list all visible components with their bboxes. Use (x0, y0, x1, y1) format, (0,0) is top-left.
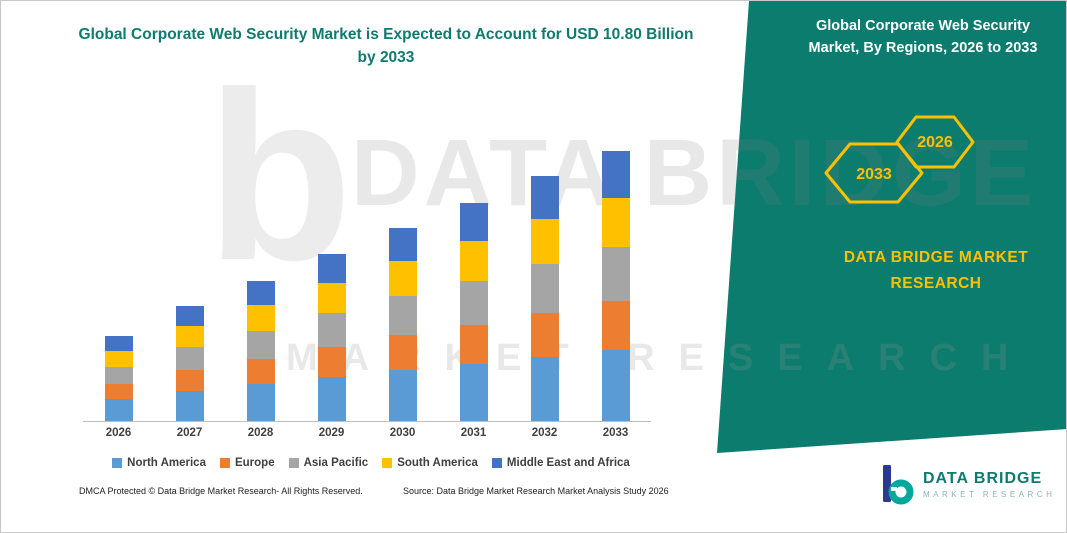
bar-segment-south-america (601, 198, 630, 247)
bar-segment-north-america (388, 370, 417, 421)
x-axis-label-2032: 2032 (531, 427, 558, 439)
bar-segment-south-america (459, 241, 488, 281)
bar-segment-europe (459, 325, 488, 364)
hexagon-badge-2033: 2033 (824, 142, 924, 204)
legend-item-south-america: South America (382, 457, 478, 469)
legend-item-north-america: North America (112, 457, 206, 469)
x-axis-label-2030: 2030 (389, 427, 416, 439)
bar-segment-asia-pacific (530, 264, 559, 313)
bar-segment-middle-east-and-africa (104, 336, 133, 351)
x-axis-line (83, 421, 651, 422)
brand-panel-text: DATA BRIDGE MARKET RESEARCH (796, 245, 1066, 296)
bar-segment-middle-east-and-africa (459, 203, 488, 241)
bar-segment-north-america (530, 357, 559, 421)
logo-name: DATA BRIDGE (923, 469, 1043, 487)
brand-panel-line1: DATA BRIDGE MARKET (843, 249, 1029, 266)
x-axis-label-2028: 2028 (247, 427, 274, 439)
bar-segment-europe (246, 359, 275, 384)
databridge-logo-icon (883, 465, 914, 505)
bar-2028 (225, 281, 296, 421)
databridge-logo-text: DATA BRIDGE MARKET RESEARCH (923, 470, 1055, 499)
bar-segment-middle-east-and-africa (246, 281, 275, 305)
bar-2030 (367, 228, 438, 421)
bar-segment-south-america (388, 261, 417, 296)
bar-segment-middle-east-and-africa (530, 176, 559, 219)
legend-item-asia-pacific: Asia Pacific (288, 457, 369, 469)
chart-legend: North America Europe Asia Pacific South Ame… (71, 457, 671, 469)
source-footer-text: Source: Data Bridge Market Research Mark… (403, 486, 669, 496)
legend-label: Asia Pacific (303, 457, 369, 469)
brand-panel-line2: RESEARCH (890, 274, 982, 292)
bar-segment-north-america (104, 399, 133, 421)
bar-segment-south-america (104, 351, 133, 367)
x-axis-labels: 2026 2027 2028 2029 2030 2031 2032 2033 (83, 427, 651, 439)
bar-segment-asia-pacific (601, 247, 630, 301)
legend-label: Europe (234, 457, 275, 469)
legend-swatch (288, 458, 299, 468)
bar-segment-north-america (601, 350, 630, 421)
logo-subtitle: MARKET RESEARCH (923, 489, 1056, 499)
legend-item-middle-east-and-africa: Middle East and Africa (491, 457, 630, 469)
bar-segment-middle-east-and-africa (388, 228, 417, 261)
x-axis-label-2033: 2033 (602, 427, 629, 439)
bar-segment-europe (175, 370, 204, 391)
x-axis-label-2027: 2027 (176, 427, 203, 439)
bar-segment-asia-pacific (317, 313, 346, 347)
x-axis-label-2031: 2031 (460, 427, 487, 439)
legend-swatch (112, 458, 123, 468)
bar-segment-europe (388, 335, 417, 370)
bar-segment-north-america (175, 391, 204, 421)
bar-segment-asia-pacific (246, 331, 275, 359)
plot-area (83, 141, 651, 421)
bar-2033 (580, 151, 651, 421)
bar-segment-europe (317, 347, 346, 377)
bar-segment-asia-pacific (175, 347, 204, 370)
bar-segment-asia-pacific (388, 296, 417, 335)
legend-label: North America (127, 457, 206, 469)
bar-segment-north-america (459, 364, 488, 421)
legend-label: South America (397, 457, 478, 469)
bar-segment-south-america (175, 326, 204, 347)
badge-year-2026: 2026 (917, 134, 953, 151)
legend-label: Middle East and Africa (506, 457, 630, 469)
bar-segment-middle-east-and-africa (601, 151, 630, 198)
bar-segment-asia-pacific (104, 367, 133, 384)
legend-swatch (491, 458, 502, 468)
bar-segment-south-america (246, 305, 275, 331)
dmca-footer-text: DMCA Protected © Data Bridge Market Rese… (79, 486, 363, 496)
bar-segment-asia-pacific (459, 281, 488, 325)
legend-item-europe: Europe (219, 457, 275, 469)
bar-segment-middle-east-and-africa (175, 306, 204, 326)
bar-2026 (83, 336, 154, 421)
badge-year-2033: 2033 (856, 166, 892, 183)
bar-segment-north-america (246, 384, 275, 421)
bar-segment-north-america (317, 377, 346, 421)
bar-2027 (154, 306, 225, 421)
bar-2029 (296, 254, 367, 421)
chart-title: Global Corporate Web Security Market is … (78, 26, 694, 67)
bar-segment-europe (104, 384, 133, 399)
bar-segment-south-america (317, 283, 346, 313)
bar-2031 (438, 203, 509, 421)
bar-segment-europe (530, 313, 559, 357)
panel-title: Global Corporate Web Security Market, By… (808, 18, 1038, 57)
bar-segment-europe (601, 301, 630, 350)
legend-swatch (382, 458, 393, 468)
bar-segment-south-america (530, 219, 559, 264)
year-badges: 2033 2026 (824, 115, 975, 204)
databridge-logo: DATA BRIDGE MARKET RESEARCH (879, 463, 1055, 505)
legend-swatch (219, 458, 230, 468)
bar-2032 (509, 176, 580, 421)
x-axis-label-2026: 2026 (105, 427, 132, 439)
hexagon-badge-2026: 2026 (895, 115, 975, 169)
x-axis-label-2029: 2029 (318, 427, 345, 439)
bar-segment-middle-east-and-africa (317, 254, 346, 283)
